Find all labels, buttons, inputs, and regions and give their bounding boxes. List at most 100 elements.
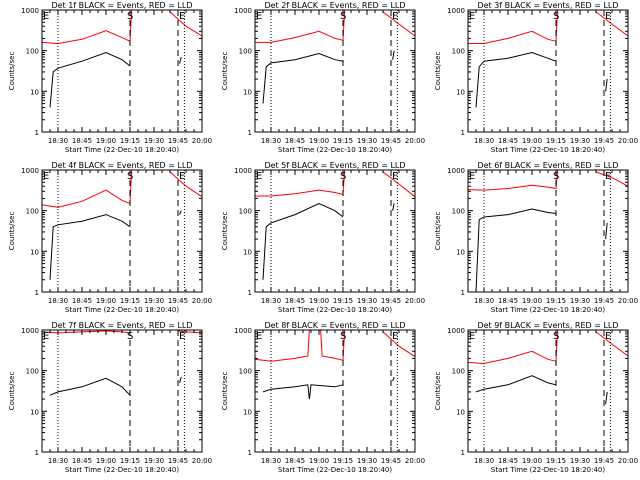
detector-panel: Det 3f BLACK = Events, RED = LLD Counts/s… [434,1,638,154]
x-tick-label: 19:15 [546,137,566,145]
y-tick-label: 10 [243,88,252,96]
detector-panel: Det 6f BLACK = Events, RED = LLD Counts/s… [434,161,638,314]
lld-line [595,171,629,187]
events-line [605,79,608,92]
y-tick-label: 100 [452,48,465,56]
y-tick-label: 100 [239,208,252,216]
x-tick-label: 19:00 [96,137,116,145]
marker-s: S [127,171,133,182]
x-axis-label: Start Time (22-Dec-10 18:20:40) [491,146,605,154]
events-line [49,51,131,108]
panel-title: Det 1f BLACK = Events, RED = LLD [51,1,192,10]
x-tick-label: 19:45 [594,137,614,145]
y-tick-label: 1 [35,289,39,297]
lld-line [382,171,416,198]
y-tick-label: 100 [452,208,465,216]
x-tick-label: 19:45 [594,457,614,465]
x-tick-label: 19:15 [333,457,353,465]
lld-line [254,329,346,362]
y-tick-label: 1 [35,449,39,457]
events-line [475,375,557,393]
y-axis-label: Counts/sec [434,372,442,411]
x-tick-label: 19:15 [120,457,140,465]
x-tick-label: 20:00 [192,457,212,465]
lld-line [595,331,629,357]
events-line [392,203,395,211]
x-tick-label: 18:45 [72,297,92,305]
y-tick-label: 1000 [447,167,465,175]
y-tick-label: 10 [456,88,465,96]
y-axis-label: Counts/sec [221,212,229,251]
x-tick-label: 19:30 [357,137,377,145]
y-tick-label: 10 [243,248,252,256]
y-axis-label: Counts/sec [8,372,16,411]
x-tick-label: 19:45 [381,457,401,465]
x-tick-label: 19:30 [357,297,377,305]
x-axis-label: Start Time (22-Dec-10 18:20:40) [278,466,392,474]
x-axis-label: Start Time (22-Dec-10 18:20:40) [65,466,179,474]
y-tick-label: 1 [461,129,465,137]
detector-panel: Det 4f BLACK = Events, RED = LLD Counts/s… [8,161,212,314]
y-tick-label: 1000 [234,167,252,175]
marker-e-end: E [392,171,398,182]
y-tick-label: 1000 [234,7,252,15]
x-tick-label: 19:30 [570,137,590,145]
lld-line [41,9,133,45]
panel-title: Det 3f BLACK = Events, RED = LLD [477,1,618,10]
marker-e-start: E [469,171,475,182]
y-tick-label: 1 [35,129,39,137]
y-tick-label: 1 [248,129,252,137]
x-tick-label: 19:15 [546,457,566,465]
x-tick-label: 18:45 [498,457,518,465]
x-tick-label: 19:45 [168,137,188,145]
marker-s: S [553,331,559,342]
x-tick-label: 19:45 [168,297,188,305]
x-tick-label: 19:15 [333,297,353,305]
marker-s: S [127,331,133,342]
x-tick-label: 19:45 [381,297,401,305]
x-tick-label: 18:30 [261,297,281,305]
events-line [262,52,344,104]
detector-panel: Det 8f BLACK = Events, RED = LLD Counts/s… [221,321,425,474]
x-tick-label: 19:00 [522,137,542,145]
marker-e-start: E [469,11,475,22]
x-axis-label: Start Time (22-Dec-10 18:20:40) [65,146,179,154]
y-axis-label: Counts/sec [8,52,16,91]
x-tick-label: 19:15 [120,137,140,145]
panel-title: Det 9f BLACK = Events, RED = LLD [477,321,618,330]
events-line [179,210,182,215]
marker-e-end: E [605,331,611,342]
events-line [605,222,608,240]
marker-e-start: E [43,331,49,342]
marker-e-end: E [392,11,398,22]
x-tick-label: 20:00 [405,457,425,465]
events-line [475,208,557,293]
y-tick-label: 1000 [21,167,39,175]
detector-panel: Det 2f BLACK = Events, RED = LLD Counts/s… [221,1,425,154]
lld-line [467,169,559,191]
marker-e-start: E [43,11,49,22]
panel-title: Det 6f BLACK = Events, RED = LLD [477,161,618,170]
x-tick-label: 20:00 [618,137,638,145]
y-axis-label: Counts/sec [221,372,229,411]
lld-line [255,169,346,197]
x-tick-label: 19:00 [309,457,329,465]
y-tick-label: 100 [239,368,252,376]
x-axis-label: Start Time (22-Dec-10 18:20:40) [278,146,392,154]
y-tick-label: 1000 [234,327,252,335]
marker-s: S [340,331,346,342]
x-tick-label: 18:45 [498,137,518,145]
marker-e-start: E [256,331,262,342]
lld-line [169,171,203,198]
y-tick-label: 100 [26,368,39,376]
marker-e-end: E [605,171,611,182]
x-tick-label: 20:00 [405,137,425,145]
lld-line [382,11,416,37]
x-tick-label: 18:30 [48,457,68,465]
y-tick-label: 10 [456,408,465,416]
x-tick-label: 20:00 [618,297,638,305]
y-tick-label: 10 [30,88,39,96]
x-tick-label: 18:45 [72,137,92,145]
x-tick-label: 20:00 [405,297,425,305]
x-tick-label: 18:45 [285,457,305,465]
